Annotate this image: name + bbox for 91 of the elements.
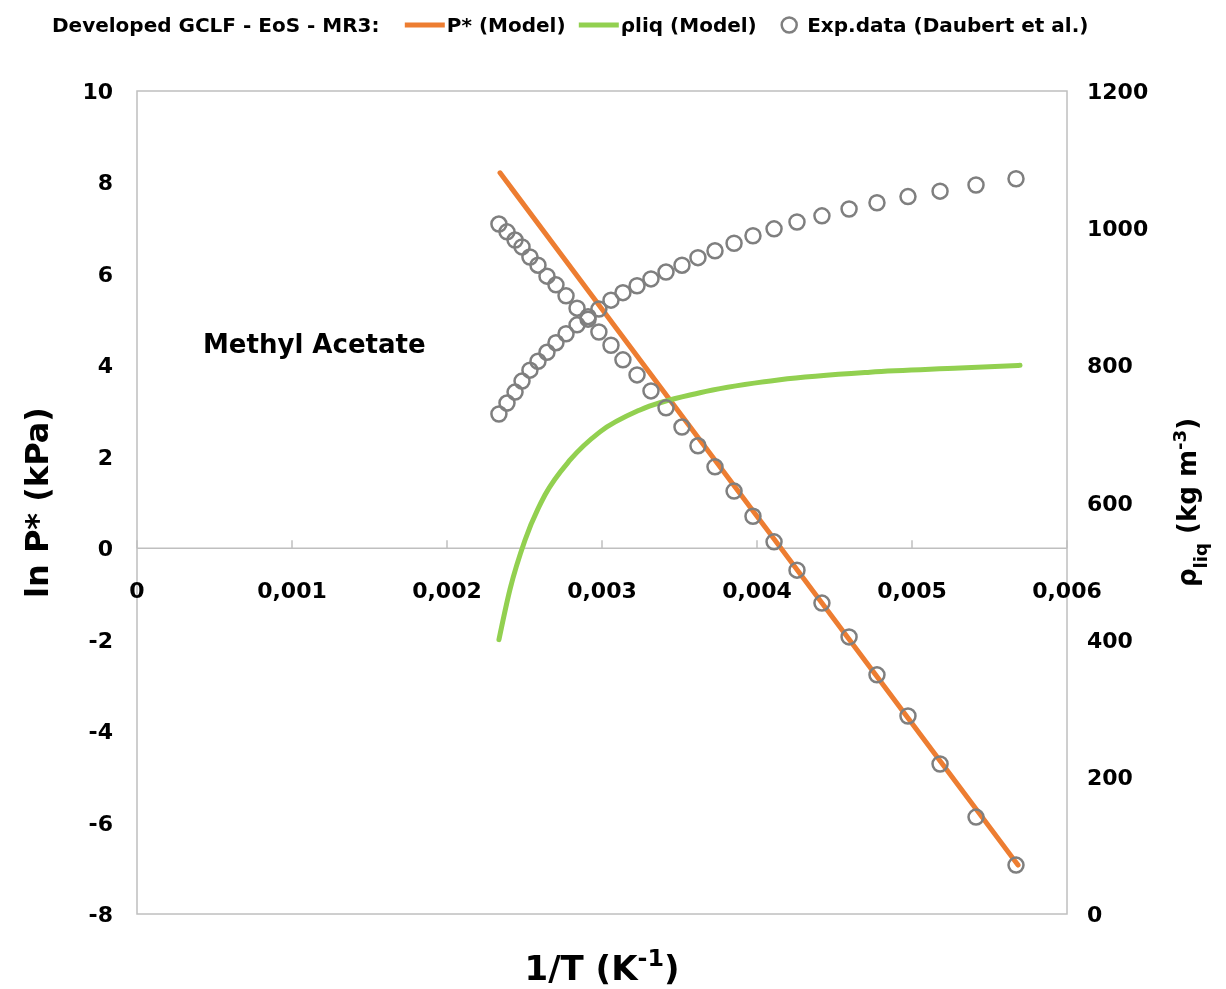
point [568,316,586,334]
point [725,482,743,500]
point [706,242,724,260]
point [506,231,524,249]
point [840,200,858,218]
x-tick-label: 0,006 [1032,578,1102,604]
y-tick-label: 6 [97,261,113,287]
y2-tick-label: 1200 [1087,79,1149,104]
y2-tick-label: 0 [1087,902,1103,927]
y-tick-label: 0 [97,536,113,562]
y-tick-label: -2 [88,627,113,653]
y-tick-label: 10 [82,79,113,104]
point [1007,170,1025,188]
point [765,533,783,551]
point [628,277,646,295]
y-tick-label: 4 [97,353,113,379]
point [614,283,632,302]
y-tick-label: 8 [97,170,113,196]
y-axis-title: ln P* (kPa) [18,407,56,598]
point [529,352,547,370]
x-tick-label: 0,001 [257,578,327,604]
y2-tick-label: 200 [1087,764,1133,790]
legend-label: P* (Model) [446,13,566,37]
point [529,256,547,274]
point [706,458,724,476]
x-axis-title: 1/T (K$^{-1}$) [524,944,680,988]
point [628,366,646,384]
point [673,418,691,436]
point [813,207,831,225]
legend-label: ρliq (Model) [620,13,757,37]
x-tick-label: 0,002 [412,578,482,604]
point [689,437,707,455]
point [967,808,985,826]
y-tick-label: -8 [88,902,113,927]
point [614,351,632,369]
point [521,361,539,379]
point [538,343,556,362]
point [657,399,675,417]
point [899,707,917,725]
point [498,223,516,241]
point [642,270,660,288]
y2-tick-label: 1000 [1087,216,1149,242]
point [547,276,565,294]
legend-title: Developed GCLF - EoS - MR3: [52,13,380,37]
point [513,238,531,256]
point [765,220,783,238]
point [899,187,917,206]
x-tick-label: 0,004 [722,578,792,604]
y2-tick-label: 800 [1087,353,1133,379]
point [590,323,608,341]
point [868,194,886,212]
legend-label: Exp.data (Daubert et al.) [807,13,1089,37]
x-tick-label: 0,005 [877,578,947,604]
point [788,561,806,579]
point [590,300,608,318]
point [744,507,762,525]
point [521,248,539,266]
point [657,263,675,281]
point [602,291,620,309]
point [1007,856,1025,874]
point [557,287,575,305]
point [673,256,691,274]
y-tick-label: 2 [97,444,113,470]
point [557,325,575,343]
point [498,394,516,412]
point [506,383,524,401]
point [744,226,762,245]
point [602,336,620,354]
point [568,299,586,317]
point [547,333,565,352]
y-tick-label: -6 [88,810,113,836]
y-tick-label: -4 [88,719,113,745]
point [538,267,556,285]
point [967,176,985,194]
point [868,666,886,684]
point [642,382,660,400]
x-tick-label: 0 [129,578,145,604]
point [725,234,743,253]
point [931,182,949,200]
point [813,594,831,612]
y2-tick-label: 400 [1087,627,1133,653]
y2-tick-label: 600 [1087,490,1133,516]
annotation: Methyl Acetate [203,329,426,359]
x-tick-label: 0,003 [567,578,637,604]
point [788,213,806,231]
point [490,215,508,233]
point [840,628,858,646]
point [513,372,531,390]
point [931,755,949,773]
point [490,405,508,423]
point [689,248,707,267]
